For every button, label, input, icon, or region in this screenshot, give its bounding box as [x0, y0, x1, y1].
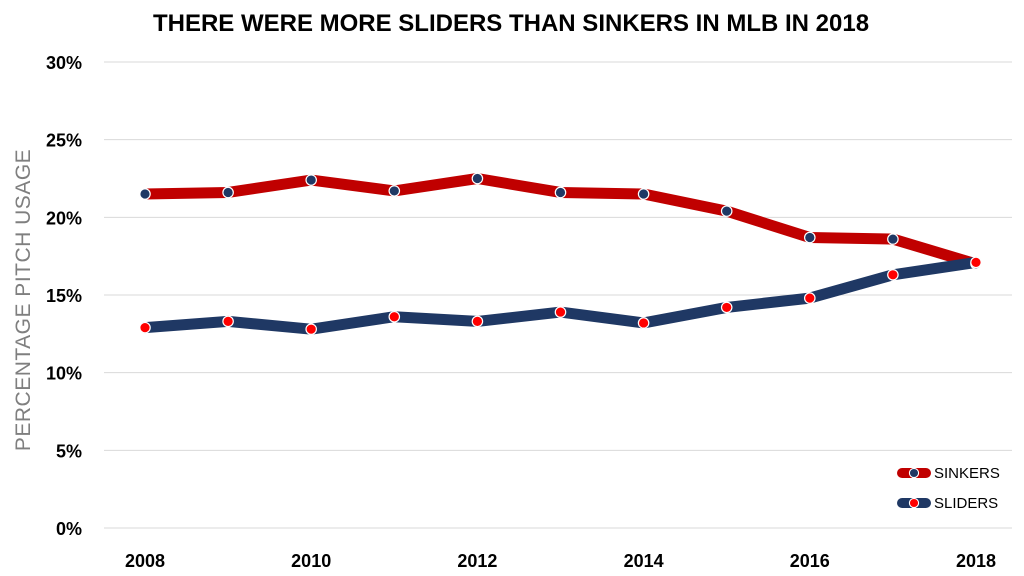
- x-tick-label: 2012: [457, 551, 497, 571]
- gridlines: [104, 61, 1012, 529]
- x-tick-label: 2014: [624, 551, 664, 571]
- data-point-sinkers: [637, 188, 650, 200]
- series-line-sliders: [139, 256, 982, 335]
- y-tick-label: 5%: [56, 441, 82, 461]
- y-tick-label: 20%: [46, 208, 82, 228]
- legend-item-sinkers: SINKERS: [897, 465, 1000, 482]
- chart-title: THERE WERE MORE SLIDERS THAN SINKERS IN …: [153, 10, 869, 37]
- y-axis-label: PERCENTAGE PITCH USAGE: [12, 149, 35, 451]
- y-axis-ticks: 0% 5% 10% 15% 20% 25% 30%: [46, 53, 82, 539]
- data-point-sinkers: [471, 172, 484, 185]
- legend-label: SINKERS: [934, 465, 1000, 482]
- data-point-sliders: [554, 306, 567, 318]
- data-point-sliders: [970, 256, 982, 269]
- data-point-sliders: [887, 269, 899, 281]
- x-tick-label: 2010: [291, 551, 331, 571]
- data-point-sinkers: [139, 188, 151, 200]
- data-point-sinkers: [803, 231, 816, 244]
- legend-swatch-marker: [908, 467, 920, 479]
- legend-swatch-marker: [908, 497, 920, 509]
- x-tick-label: 2018: [956, 551, 996, 571]
- y-tick-label: 10%: [46, 364, 82, 384]
- data-point-sinkers: [887, 233, 899, 245]
- y-tick-label: 30%: [46, 53, 82, 73]
- data-point-sinkers: [388, 185, 401, 197]
- data-point-sliders: [139, 321, 151, 334]
- data-point-sliders: [471, 315, 484, 328]
- legend-label: SLIDERS: [934, 495, 998, 512]
- data-point-sinkers: [720, 205, 733, 217]
- data-point-sliders: [305, 323, 317, 335]
- data-point-sinkers: [222, 186, 234, 199]
- data-point-sinkers: [554, 186, 567, 199]
- data-point-sliders: [222, 315, 234, 328]
- legend-item-sliders: SLIDERS: [897, 495, 998, 512]
- data-point-sliders: [803, 292, 816, 304]
- x-tick-label: 2016: [790, 551, 830, 571]
- x-tick-label: 2008: [125, 551, 165, 571]
- y-tick-label: 25%: [46, 131, 82, 151]
- legend: SINKERS SLIDERS: [897, 465, 1000, 512]
- x-axis-ticks: 2008 2010 2012 2014 2016 2018: [125, 551, 996, 571]
- y-tick-label: 15%: [46, 286, 82, 306]
- series-markers: [139, 172, 982, 335]
- data-point-sinkers: [305, 174, 317, 186]
- data-point-sliders: [720, 301, 733, 314]
- y-tick-label: 0%: [56, 519, 82, 539]
- data-point-sliders: [637, 317, 650, 329]
- data-point-sliders: [388, 310, 401, 323]
